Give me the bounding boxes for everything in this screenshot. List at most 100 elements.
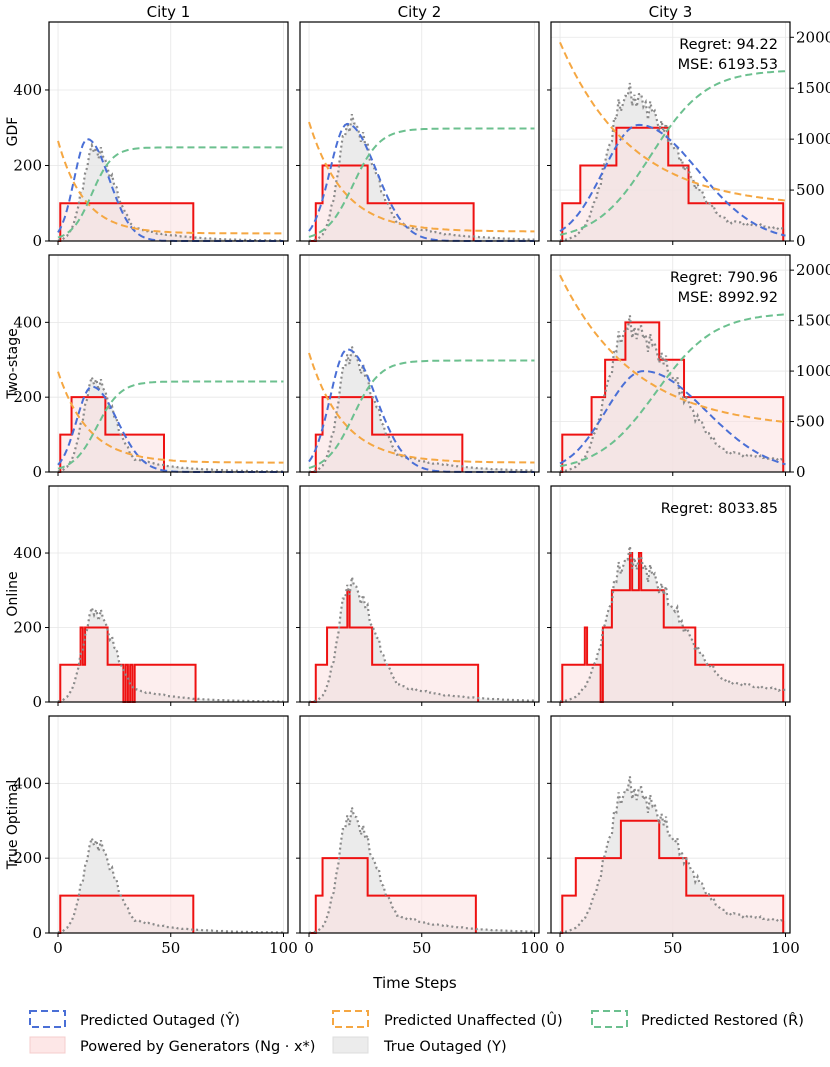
annotation-online_city3: Regret: 8033.85 [661, 501, 778, 517]
predicted-unaffected-line [308, 121, 535, 233]
x-tick-label: 100 [269, 939, 298, 957]
panel-frame [550, 254, 791, 473]
true-outaged-line [308, 113, 535, 242]
predicted-restored-line [559, 313, 786, 468]
predicted-restored-line [57, 146, 284, 239]
panel-online-city1: 0 200 400 Online [5, 485, 289, 711]
y-tick-label: 400 [13, 81, 42, 99]
annotation-twostage_city3: MSE: 8992.92 [678, 290, 778, 306]
panel-online-city2 [296, 485, 540, 706]
powered-step-line [560, 819, 785, 934]
predicted-restored-line [308, 359, 535, 469]
x-tick-label: 100 [771, 939, 800, 957]
right-y-tick-label: 2000 [796, 28, 830, 46]
panel-frame [48, 21, 289, 242]
predicted-unaffected-line [57, 371, 284, 464]
powered-step-line [560, 126, 785, 242]
x-tick-label: 100 [520, 939, 549, 957]
right-y-tick-label: 1000 [796, 130, 830, 148]
y-tick-label: 200 [13, 388, 42, 406]
svg-text:Predicted Outaged (Ŷ): Predicted Outaged (Ŷ) [80, 1011, 240, 1029]
y-tick-label: 400 [13, 313, 42, 331]
x-tick-label: 50 [412, 939, 431, 957]
legend-true-outaged: True Outaged (Y) [332, 1036, 507, 1055]
y-tick-label: 200 [13, 849, 42, 867]
column-title: City 1 [147, 3, 191, 21]
panel-true-optimal-city3: 0 50 100 [547, 715, 800, 957]
right-y-tick-label: 1000 [796, 362, 830, 380]
right-y-tick-label: 0 [796, 232, 806, 250]
powered-area [58, 895, 194, 933]
panel-gdf-city3: 0 500 1000 1500 2000 City 3 [547, 3, 830, 250]
true-outaged-line [57, 603, 284, 703]
true-outaged-line [57, 141, 284, 242]
annotation-gdf_city3: MSE: 6193.53 [678, 57, 778, 73]
y-tick-label: 200 [13, 156, 42, 174]
powered-area [309, 590, 479, 702]
predicted-outaged-line [308, 348, 535, 473]
powered-step-line [309, 164, 475, 242]
panel-frame [299, 715, 540, 934]
annotation-twostage_city3: Regret: 790.96 [670, 270, 778, 286]
svg-text:Powered by Generators (Ng · x*: Powered by Generators (Ng · x*) [80, 1039, 315, 1055]
predicted-outaged-line [559, 370, 786, 466]
right-y-tick-label: 1500 [796, 312, 830, 330]
powered-step-line [309, 396, 464, 473]
true-outaged-line [559, 545, 786, 703]
y-tick-label: 200 [13, 619, 42, 637]
panel-frame [550, 715, 791, 934]
row-label: Two-stage [5, 328, 21, 399]
powered-step-line [560, 321, 785, 473]
panel-true-optimal-city1: 0 200 400 0 50 100 True Optimal [5, 715, 298, 957]
panel-frame [550, 485, 791, 703]
true-outaged-line [308, 576, 535, 703]
predicted-outaged-line [57, 385, 284, 473]
predicted-restored-line [308, 127, 535, 238]
true-outaged-line [559, 776, 786, 934]
y-tick-label: 0 [32, 924, 42, 942]
right-y-tick-label: 0 [796, 463, 806, 481]
x-tick-label: 50 [161, 939, 180, 957]
right-y-tick-label: 500 [796, 181, 825, 199]
panel-frame [299, 485, 540, 703]
y-tick-label: 0 [32, 232, 42, 250]
legend-powered-by-generators: Powered by Generators (Ng · x*) [29, 1036, 315, 1055]
panel-two-stage-city2 [296, 254, 540, 476]
y-tick-label: 0 [32, 693, 42, 711]
svg-text:True Outaged (Y): True Outaged (Y) [383, 1039, 507, 1055]
panel-online-city3 [547, 485, 791, 706]
true-outaged-line [308, 346, 535, 473]
panel-frame [299, 254, 540, 473]
true-outaged-line [308, 807, 535, 934]
panel-frame [299, 21, 540, 242]
y-tick-label: 400 [13, 544, 42, 562]
x-tick-label: 0 [304, 939, 314, 957]
true-outaged-line [57, 373, 284, 473]
annotation-gdf_city3: Regret: 94.22 [679, 37, 778, 53]
predicted-restored-line [559, 70, 786, 236]
legend: Predicted Outaged (Ŷ) Predicted Unaffect… [29, 1010, 804, 1055]
row-label: Online [5, 571, 21, 616]
y-tick-label: 400 [13, 774, 42, 792]
powered-step-line [58, 396, 165, 473]
panel-gdf-city1: 0 200 400 City 1 GDF [5, 3, 289, 250]
column-title: City 2 [398, 3, 442, 21]
x-tick-label: 0 [555, 939, 565, 957]
svg-text:Predicted Restored (R̂): Predicted Restored (R̂) [641, 1012, 804, 1029]
legend-predicted-outaged: Predicted Outaged (Ŷ) [29, 1010, 240, 1029]
panel-gdf-city2: City 2 [296, 3, 540, 245]
panel-frame [48, 715, 289, 934]
panel-frame [48, 485, 289, 703]
y-tick-label: 0 [32, 463, 42, 481]
row-label: GDF [5, 117, 21, 147]
right-y-tick-label: 500 [796, 413, 825, 431]
predicted-unaffected-line [57, 140, 284, 235]
powered-area [560, 127, 784, 241]
right-y-tick-label: 2000 [796, 261, 830, 279]
legend-predicted-restored: Predicted Restored (R̂) [591, 1010, 804, 1029]
true-outaged-line [559, 82, 786, 242]
panel-two-stage-city3: 0 500 1000 1500 2000 [547, 254, 830, 481]
predicted-unaffected-line [308, 352, 535, 464]
